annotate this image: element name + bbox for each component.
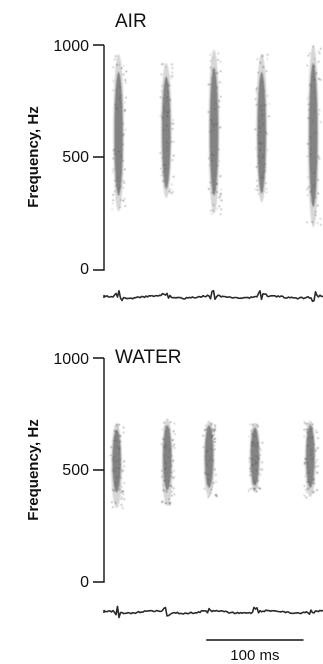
pulse-group-air [111,45,322,228]
panel-title-air: AIR [115,11,147,32]
panel-title-water: WATER [115,347,182,368]
panel-air: AIR 1000 500 0 Frequency, Hz [25,11,323,303]
y-tick-label: 500 [62,462,89,479]
pulse-air-3 [207,49,223,215]
y-axis-water [93,357,105,583]
pulse-air-1 [111,54,127,212]
pulse-air-5 [306,45,322,228]
oscillogram-water [103,605,323,619]
pulse-water-3 [202,420,218,498]
y-tick-label: 1000 [53,351,89,368]
pulse-air-2 [159,63,175,198]
y-axis-title-water: Frequency, Hz [25,419,42,520]
y-axis-air [93,44,105,271]
pulse-water-2 [160,418,176,506]
pulse-water-1 [109,422,125,509]
pulse-water-5 [303,420,319,499]
y-tick-label: 0 [80,574,89,591]
pulse-water-4 [248,422,264,493]
pulse-group-water [109,418,319,509]
y-tick-label: 0 [80,261,89,278]
oscillogram-air [103,289,323,303]
y-tick-label: 500 [62,149,89,166]
panel-water: WATER 1000 500 0 Frequency, Hz [25,347,323,619]
y-tick-label: 1000 [53,38,89,55]
time-scale-label: 100 ms [230,647,279,664]
y-axis-title-air: Frequency, Hz [25,106,42,207]
pulse-air-4 [254,54,270,203]
